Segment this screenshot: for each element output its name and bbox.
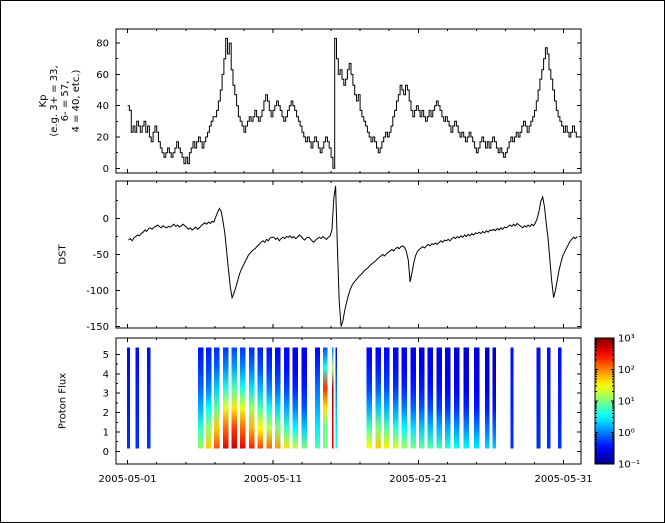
proton-flux-stripe — [323, 347, 328, 449]
x-tick-label: 2005-05-21 — [389, 474, 447, 485]
colorbar: 10³ 10² 10¹ 10⁰ 10⁻¹ — [594, 334, 640, 471]
proton-flux-stripe — [126, 347, 131, 449]
colorbar-tick-label: 10³ — [618, 334, 635, 345]
dst-ytick-label: -150 — [86, 322, 109, 333]
kp-ytick-label: 80 — [96, 39, 109, 50]
proton-flux-stripe — [375, 347, 381, 449]
proton-flux-stripe — [257, 347, 264, 449]
kp-ytick-label: 20 — [96, 133, 109, 144]
proton_flux-axis-title: Proton Flux — [58, 373, 69, 429]
proton-flux-stripe — [463, 347, 469, 449]
colorbar-tick-label: 10⁻¹ — [618, 460, 640, 471]
proton-flux-stripe — [214, 347, 220, 449]
x-axis-labels: 2005-05-01 2005-05-11 2005-05-21 2005-05-31 — [99, 474, 593, 485]
proton-flux-stripe — [249, 347, 255, 449]
proton-flux-stripe — [419, 347, 425, 449]
colorbar-tick-label: 10¹ — [618, 397, 635, 408]
proton-flux-stripe — [315, 347, 321, 449]
proton-flux-stripe — [445, 347, 451, 449]
dst-panel: 0 -50 -100 -150 DST — [58, 180, 582, 333]
proton-flux-stripe — [427, 347, 434, 449]
proton_flux-frame — [115, 337, 582, 465]
proton-flux-stripe — [301, 347, 307, 449]
colorbar-tick-label: 10⁰ — [618, 428, 635, 439]
proton_flux-ytick-label: 5 — [103, 350, 109, 361]
kp-line — [127, 37, 579, 169]
kp-panel: 0 20 40 60 80 Kp(e.g. 3+ = 33,6- = 57,4 = 40,… — [38, 28, 582, 175]
proton-flux-stripe — [266, 347, 272, 449]
proton_flux-ytick-label: 1 — [103, 428, 109, 439]
proton_flux-ytick-label: 3 — [103, 389, 109, 400]
proton-flux-stripe — [283, 347, 290, 449]
proton-flux-stripe — [546, 347, 551, 449]
proton-flux-stripe — [474, 347, 480, 449]
proton-flux-stripe — [392, 347, 399, 449]
kp-ytick-label: 60 — [96, 70, 109, 81]
dst-ytick-label: -50 — [93, 250, 109, 261]
kp-axis-title: Kp(e.g. 3+ = 33,6- = 57,4 = 40, etc.) — [38, 65, 82, 136]
proton-flux-stripe — [135, 347, 139, 449]
proton-flux-stripe — [436, 347, 442, 449]
proton-flux-stripe — [335, 347, 338, 449]
proton-flux-stripe — [331, 347, 334, 449]
proton-flux-stripe — [410, 347, 416, 449]
kp-frame — [115, 28, 582, 174]
proton-flux-stripe — [366, 347, 373, 449]
proton-flux-stripe — [147, 347, 151, 449]
proton-flux-stripe — [510, 347, 514, 449]
dst-ytick-label: -100 — [86, 286, 109, 297]
x-tick-label: 2005-05-11 — [244, 474, 302, 485]
x-tick-label: 2005-05-01 — [99, 474, 157, 485]
proton-flux-stripe — [492, 347, 496, 449]
colorbar-tick-label: 10² — [618, 365, 635, 376]
kp-ytick-label: 40 — [96, 101, 109, 112]
proton_flux-ytick-label: 0 — [103, 447, 109, 458]
proton_flux-ytick-label: 4 — [103, 369, 109, 380]
proton-flux-stripe — [384, 347, 390, 449]
proton-flux-stripe — [231, 347, 237, 449]
proton-flux-stripe — [401, 347, 407, 449]
proton-flux-panel: 0 1 2 3 4 5 Proton Flux — [58, 337, 582, 465]
proton-flux-stripe — [453, 347, 460, 449]
proton-flux-stripe — [240, 347, 246, 449]
proton-flux-stripe — [275, 347, 281, 449]
proton-flux-stripe — [206, 347, 212, 449]
proton-flux-stripe — [222, 347, 229, 449]
proton-flux-stripe — [557, 347, 562, 449]
dst-axis-title: DST — [58, 244, 69, 265]
kp-ytick-label: 0 — [103, 164, 109, 175]
dst-ytick-label: 0 — [103, 214, 109, 225]
dst-line — [128, 185, 578, 327]
proton_flux-ytick-label: 2 — [103, 408, 109, 419]
proton-flux-stripe — [198, 347, 204, 449]
x-tick-label: 2005-05-31 — [535, 474, 593, 485]
dst-frame — [115, 180, 582, 329]
proton-flux-stripe — [292, 347, 299, 449]
proton-flux-stripe — [485, 347, 490, 449]
proton-flux-stripe — [536, 347, 541, 449]
